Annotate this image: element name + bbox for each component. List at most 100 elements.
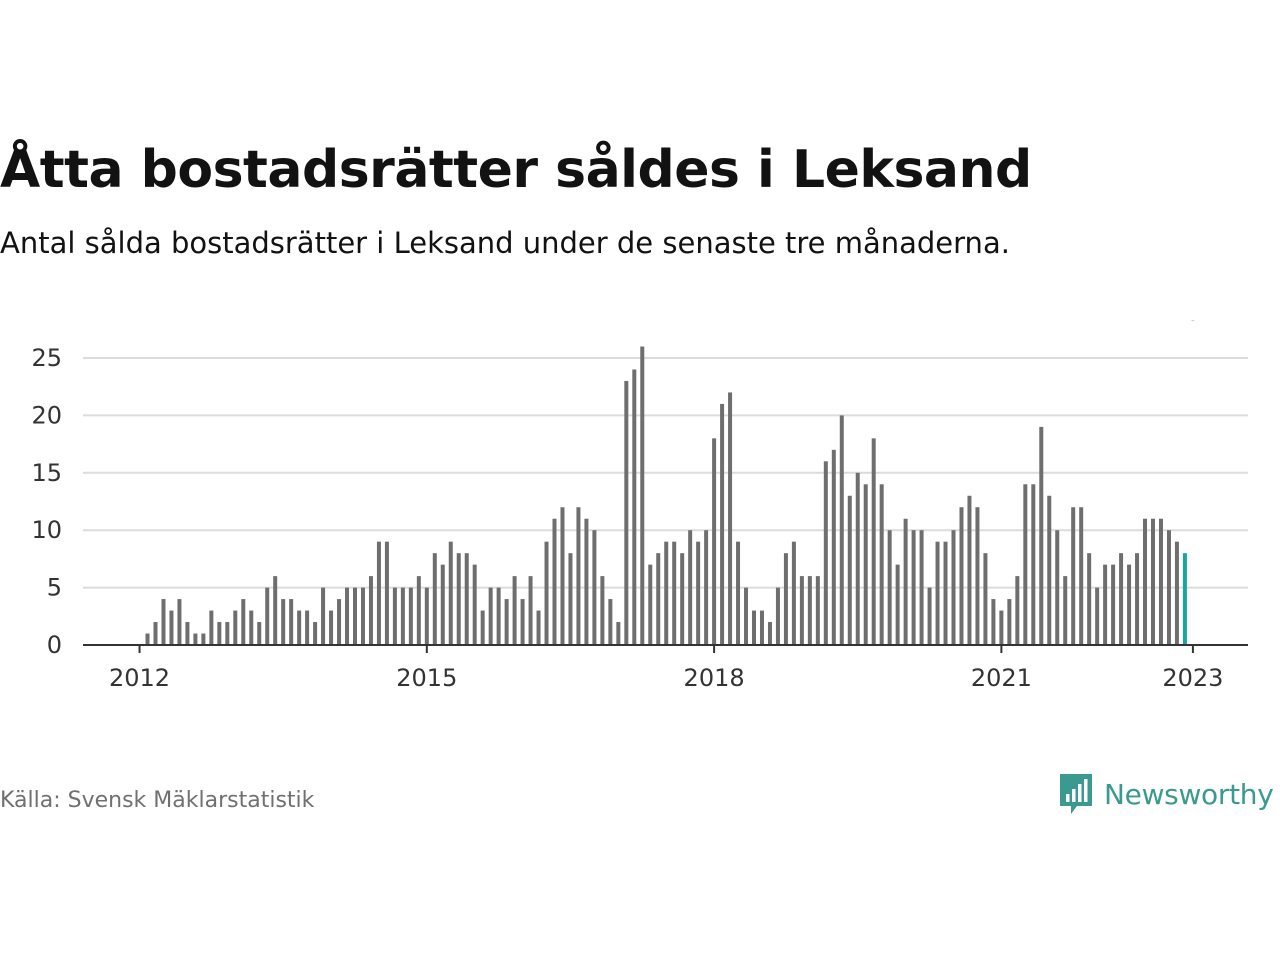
bar (783, 553, 788, 645)
bar (480, 610, 485, 645)
bars (145, 346, 1187, 645)
bar (791, 541, 796, 645)
bar (935, 541, 940, 645)
y-axis-ticks: 0 5 10 15 20 25 (31, 344, 62, 659)
bar (536, 610, 541, 645)
bar (400, 587, 405, 645)
bar (879, 484, 884, 645)
bar (169, 610, 174, 645)
x-tick-label: 2023 (1162, 664, 1223, 692)
bar (1023, 484, 1028, 645)
bar (887, 530, 892, 645)
x-tick-label: 2012 (109, 664, 170, 692)
bar (600, 576, 605, 645)
bar (1015, 576, 1020, 645)
bar (1079, 507, 1084, 645)
bar (608, 599, 613, 645)
bar (576, 507, 581, 645)
bar (951, 530, 956, 645)
bar (464, 553, 469, 645)
bar (847, 495, 852, 645)
bar (512, 576, 517, 645)
bar (360, 587, 365, 645)
bar (688, 530, 693, 645)
bar (297, 610, 302, 645)
bar (329, 610, 334, 645)
bar (967, 495, 972, 645)
grid-lines (83, 357, 1248, 589)
bar (632, 369, 637, 645)
bar (775, 587, 780, 645)
bar (1111, 564, 1116, 645)
bar (1095, 587, 1100, 645)
bar (1087, 553, 1092, 645)
bar (823, 461, 828, 645)
bar (488, 587, 493, 645)
bar (337, 599, 342, 645)
bar (257, 622, 262, 645)
bar (313, 622, 318, 645)
bar (991, 599, 996, 645)
y-tick-label: 25 (31, 344, 62, 372)
bar (584, 518, 589, 645)
bar (504, 599, 509, 645)
bar (408, 587, 413, 645)
bar (345, 587, 350, 645)
bar (456, 553, 461, 645)
y-tick-label: 20 (31, 401, 62, 429)
bar (448, 541, 453, 645)
bar (153, 622, 158, 645)
bar (1143, 518, 1148, 645)
bar (919, 530, 924, 645)
bar (831, 449, 836, 645)
x-axis-ticks: 2012 2015 2018 2021 2023 (109, 645, 1223, 692)
bar (1127, 564, 1132, 645)
x-tick-label: 2018 (684, 664, 745, 692)
bar (193, 633, 198, 645)
bar (736, 541, 741, 645)
bar (704, 530, 709, 645)
bar (592, 530, 597, 645)
bar (855, 472, 860, 645)
chart-title: Åtta bostadsrätter såldes i Leksand (0, 140, 1032, 200)
bar (376, 541, 381, 645)
chart-subtitle: Antal sålda bostadsrätter i Leksand unde… (0, 226, 1010, 260)
bar (863, 484, 868, 645)
brand-name: Newsworthy (1104, 777, 1274, 811)
bar (368, 576, 373, 645)
bar (1103, 564, 1108, 645)
bar (145, 633, 150, 645)
source-note: Källa: Svensk Mäklarstatistik (0, 788, 315, 813)
bar (201, 633, 206, 645)
bar (903, 518, 908, 645)
y-tick-label: 15 (31, 459, 62, 487)
bar (1166, 530, 1171, 645)
bar (1174, 541, 1179, 645)
bar (496, 587, 501, 645)
bar (624, 380, 629, 645)
bar (225, 622, 230, 645)
bar (568, 553, 573, 645)
bar (759, 610, 764, 645)
bar (680, 553, 685, 645)
bar (249, 610, 254, 645)
bar (1031, 484, 1036, 645)
bar (1135, 553, 1140, 645)
bar (560, 507, 565, 645)
annotations: 8 (1185, 320, 1200, 326)
bar (648, 564, 653, 645)
bar (353, 587, 357, 645)
bar (273, 576, 278, 645)
bar (424, 587, 429, 645)
bar (544, 541, 549, 645)
bar (241, 599, 246, 645)
bar (744, 587, 749, 645)
bar (1063, 576, 1068, 645)
bar-chart: 0 5 10 15 20 25 2012 2015 2018 2021 2023 8 (31, 320, 1248, 692)
bar-chart-speech-bubble-icon (1060, 774, 1092, 814)
bar (807, 576, 812, 645)
bar (1047, 495, 1052, 645)
bar (321, 587, 326, 645)
bar (943, 541, 948, 645)
x-tick-label: 2021 (971, 664, 1032, 692)
